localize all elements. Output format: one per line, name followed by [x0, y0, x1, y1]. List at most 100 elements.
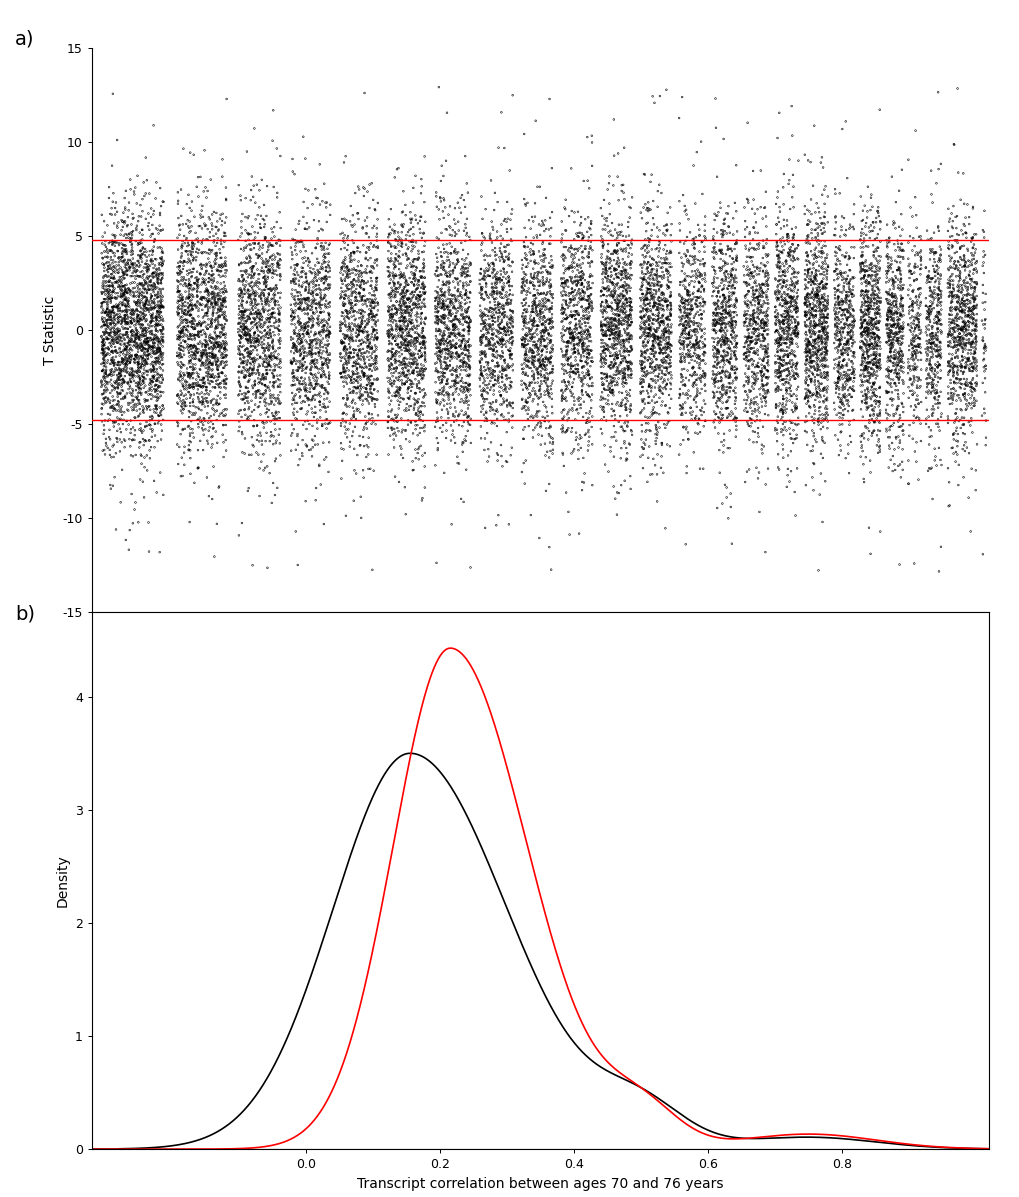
- Point: [341, 265, 358, 284]
- Point: [435, 286, 451, 305]
- Point: [252, 373, 268, 393]
- Point: [714, 279, 731, 298]
- Point: [287, 318, 304, 338]
- Point: [642, 321, 658, 340]
- Point: [105, 412, 121, 431]
- Point: [830, 315, 847, 334]
- Point: [133, 249, 150, 268]
- Point: [928, 335, 945, 354]
- Point: [560, 375, 577, 394]
- Point: [772, 341, 789, 360]
- Point: [354, 314, 370, 333]
- Point: [564, 201, 580, 220]
- Point: [498, 391, 515, 411]
- Point: [740, 351, 756, 370]
- Point: [284, 310, 301, 329]
- Point: [955, 214, 971, 233]
- Point: [289, 290, 306, 309]
- Point: [112, 324, 128, 344]
- Point: [865, 350, 881, 369]
- Point: [860, 299, 876, 318]
- Point: [839, 282, 855, 302]
- Point: [636, 241, 652, 260]
- Point: [746, 203, 762, 223]
- Point: [960, 394, 976, 413]
- Point: [693, 406, 709, 425]
- Point: [741, 351, 757, 370]
- Point: [610, 326, 627, 345]
- Point: [805, 358, 821, 377]
- Point: [806, 271, 822, 290]
- Point: [498, 212, 515, 231]
- Point: [109, 297, 125, 316]
- Point: [200, 281, 216, 300]
- Point: [819, 330, 836, 350]
- Point: [871, 401, 888, 420]
- Point: [452, 203, 469, 223]
- Point: [756, 388, 772, 407]
- Point: [535, 306, 551, 326]
- Point: [640, 377, 656, 396]
- Point: [528, 360, 544, 379]
- Point: [583, 367, 599, 387]
- Point: [622, 304, 638, 323]
- Point: [879, 302, 896, 321]
- Point: [673, 405, 689, 424]
- Point: [367, 308, 383, 327]
- Point: [533, 372, 549, 391]
- Point: [746, 373, 762, 393]
- Point: [577, 239, 593, 259]
- Point: [953, 303, 969, 322]
- Point: [310, 339, 326, 358]
- Point: [341, 303, 358, 322]
- Point: [614, 281, 631, 300]
- Point: [621, 316, 637, 335]
- Point: [946, 384, 962, 403]
- Point: [379, 350, 395, 369]
- Point: [877, 273, 894, 292]
- Point: [251, 287, 267, 306]
- Point: [173, 285, 190, 304]
- Point: [611, 225, 628, 244]
- Point: [383, 324, 399, 344]
- Point: [406, 250, 422, 269]
- Point: [411, 272, 427, 291]
- Point: [397, 272, 414, 291]
- Point: [928, 338, 945, 357]
- Point: [451, 299, 468, 318]
- Point: [516, 268, 532, 287]
- Point: [311, 342, 327, 361]
- Point: [807, 266, 823, 285]
- Point: [584, 299, 600, 318]
- Point: [860, 397, 876, 417]
- Point: [718, 408, 735, 427]
- Point: [387, 426, 404, 445]
- Point: [560, 314, 577, 333]
- Point: [918, 334, 934, 353]
- Point: [124, 300, 141, 320]
- Point: [750, 275, 766, 294]
- Point: [906, 344, 922, 363]
- Point: [360, 305, 376, 324]
- Point: [233, 296, 250, 315]
- Point: [209, 304, 225, 323]
- Point: [454, 358, 471, 377]
- Point: [801, 286, 817, 305]
- Point: [738, 260, 754, 279]
- Point: [780, 445, 796, 464]
- Point: [964, 304, 980, 323]
- Point: [207, 277, 223, 296]
- Point: [941, 209, 957, 229]
- Point: [619, 406, 635, 425]
- Point: [386, 467, 403, 486]
- Point: [608, 361, 625, 381]
- Point: [103, 361, 119, 381]
- Point: [447, 326, 464, 345]
- Point: [342, 373, 359, 393]
- Point: [403, 334, 419, 353]
- Point: [859, 322, 875, 341]
- Point: [535, 241, 551, 260]
- Point: [595, 379, 611, 399]
- Point: [136, 403, 152, 423]
- Point: [149, 302, 165, 321]
